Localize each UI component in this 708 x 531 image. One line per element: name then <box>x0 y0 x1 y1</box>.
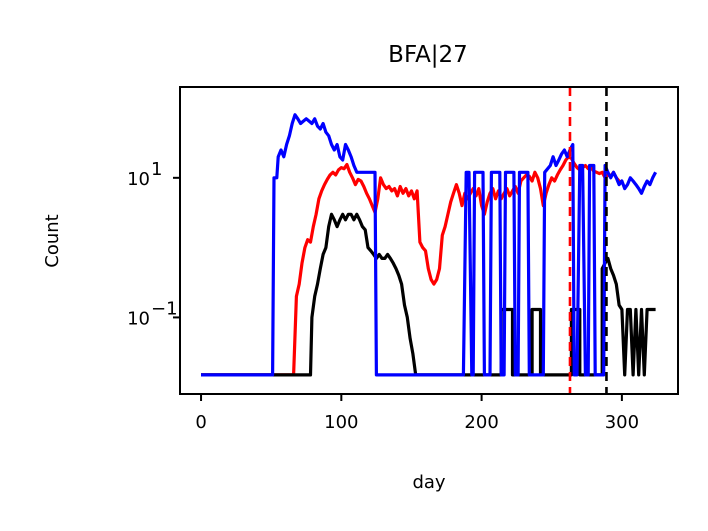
x-axis-label: day <box>412 472 445 493</box>
x-tick-label: 100 <box>324 412 358 433</box>
plot-frame <box>179 86 679 395</box>
chart-title: BFA|27 <box>388 42 468 68</box>
series-line-1 <box>201 212 656 377</box>
series-layer <box>201 113 658 377</box>
series-line-0 <box>201 155 623 377</box>
series-line-2 <box>201 113 658 377</box>
y-tick-label: 10 <box>127 169 150 190</box>
x-tick-label: 200 <box>464 412 498 433</box>
y-tick-exponent: 1 <box>151 159 162 180</box>
vline-layer <box>568 87 608 394</box>
x-tick-label: 0 <box>195 412 206 433</box>
x-ticks: 0 100 200 300 <box>195 394 639 433</box>
y-tick-exponent: −1 <box>151 298 178 319</box>
x-tick-label: 300 <box>605 412 639 433</box>
y-tick-label: 10 <box>127 308 150 329</box>
y-axis-label: Count <box>42 214 63 267</box>
